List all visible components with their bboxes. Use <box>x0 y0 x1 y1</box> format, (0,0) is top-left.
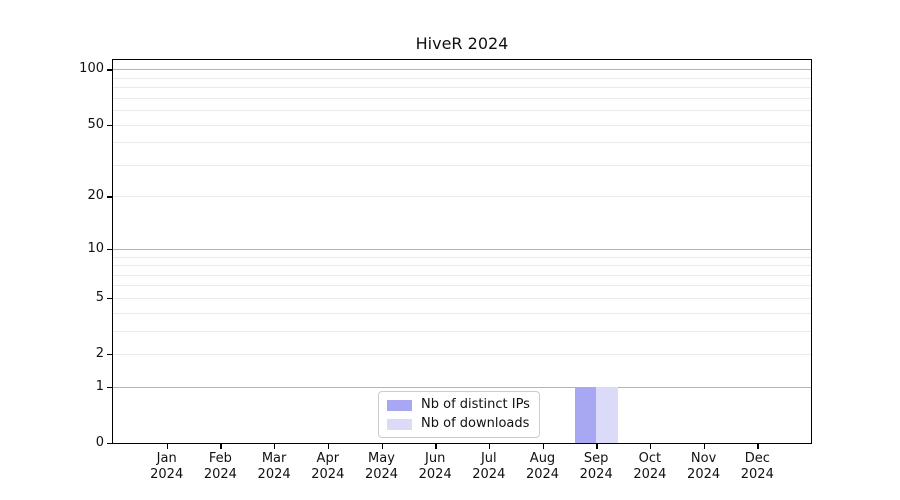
x-tick-label-jun: Jun 2024 <box>418 451 452 482</box>
gridline-minor <box>113 142 811 144</box>
gridline-minor <box>113 265 811 266</box>
y-axis-tick <box>107 248 112 251</box>
x-axis-tick <box>703 444 705 449</box>
plot-area <box>112 59 812 444</box>
chart-title: HiveR 2024 <box>415 34 509 53</box>
gridline-minor <box>113 297 811 299</box>
gridline-minor <box>113 124 811 126</box>
y-tick-label: 10 <box>87 240 104 256</box>
y-tick-label: 1 <box>95 378 104 394</box>
x-axis-tick <box>649 444 652 449</box>
bar-distinct-ips-sep <box>574 386 597 443</box>
gridline-minor <box>113 110 811 111</box>
gridline-minor <box>113 285 811 287</box>
gridline-minor <box>113 77 811 79</box>
y-tick-label: 2 <box>95 346 104 361</box>
x-axis-tick <box>488 444 491 449</box>
x-tick-label-may: May 2024 <box>364 451 399 482</box>
x-axis-tick <box>381 444 383 449</box>
x-tick-label-apr: Apr 2024 <box>311 451 345 482</box>
x-axis-tick <box>757 444 759 449</box>
y-tick-label: 0 <box>95 435 104 450</box>
y-tick-label: 100 <box>79 61 104 77</box>
legend-label-downloads: Nb of downloads <box>421 416 530 431</box>
x-tick-label-aug: Aug 2024 <box>525 451 560 482</box>
gridline-major <box>113 69 811 71</box>
x-tick-label-jul: Jul 2024 <box>472 451 506 482</box>
legend: Nb of distinct IPs Nb of downloads <box>378 391 540 438</box>
y-axis-tick <box>107 124 112 126</box>
y-axis-tick <box>107 443 112 445</box>
x-tick-label-oct: Oct 2024 <box>633 451 667 482</box>
gridline-major <box>113 248 811 250</box>
gridline-major <box>113 386 811 388</box>
x-axis-tick <box>542 444 544 449</box>
x-tick-label-feb: Feb 2024 <box>203 451 237 482</box>
gridline-minor <box>113 312 811 314</box>
x-axis-tick <box>435 444 437 449</box>
legend-item-downloads: Nb of downloads <box>387 416 530 432</box>
bar-downloads-sep <box>596 386 618 443</box>
x-tick-label-dec: Dec 2024 <box>740 451 774 482</box>
x-axis-tick <box>596 444 598 449</box>
x-tick-label-sep: Sep 2024 <box>579 451 613 482</box>
x-tick-label-nov: Nov 2024 <box>687 451 721 482</box>
x-axis-tick <box>220 444 222 449</box>
gridline-minor <box>113 97 811 99</box>
y-axis-tick <box>107 297 112 300</box>
x-axis-tick <box>274 444 276 449</box>
y-axis-tick <box>107 196 112 198</box>
gridline-minor <box>113 196 811 198</box>
x-axis-tick <box>327 444 330 449</box>
legend-swatch-distinct-ips <box>387 399 412 411</box>
x-tick-label-jan: Jan 2024 <box>150 451 184 482</box>
gridline-minor <box>113 354 811 355</box>
legend-item-distinct-ips: Nb of distinct IPs <box>387 397 530 413</box>
legend-swatch-downloads <box>387 418 412 430</box>
legend-label-distinct-ips: Nb of distinct IPs <box>421 397 530 412</box>
x-axis-tick <box>166 444 169 449</box>
y-axis-tick <box>107 386 112 389</box>
gridline-minor <box>113 256 811 258</box>
gridline-minor <box>113 330 811 332</box>
y-tick-label: 50 <box>87 116 104 132</box>
gridline-minor <box>113 87 811 89</box>
gridline-minor <box>113 164 811 166</box>
gridline-minor <box>113 274 811 276</box>
x-tick-label-mar: Mar 2024 <box>257 451 291 482</box>
y-axis-tick <box>107 69 112 71</box>
y-tick-label: 5 <box>95 289 104 305</box>
y-tick-label: 20 <box>87 188 104 204</box>
y-axis-tick <box>107 354 112 356</box>
